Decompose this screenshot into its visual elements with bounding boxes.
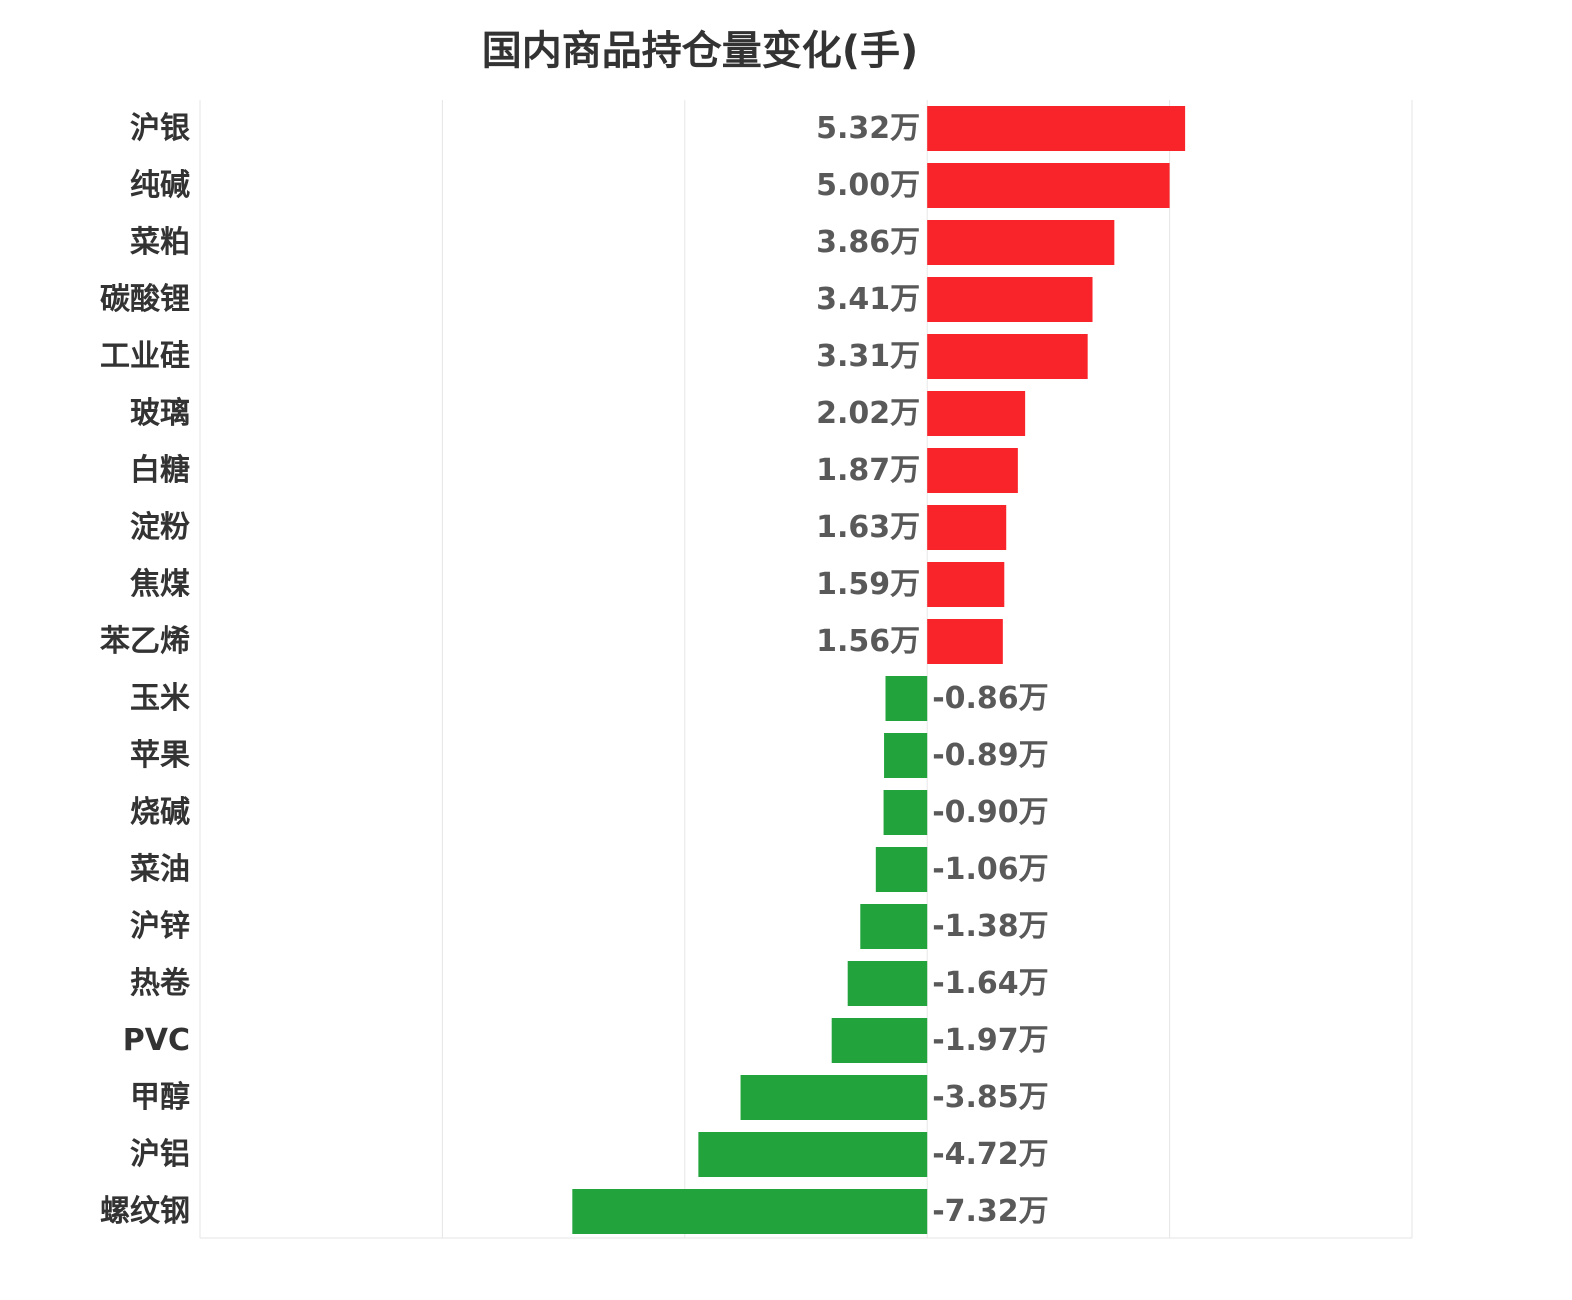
bar — [927, 619, 1003, 664]
category-label: 焦煤 — [130, 567, 190, 602]
category-label: 沪银 — [130, 111, 190, 146]
data-label: -3.85万 — [932, 1080, 1048, 1115]
category-label: 淀粉 — [130, 510, 190, 545]
data-label: -1.06万 — [932, 852, 1048, 887]
data-label: -0.86万 — [932, 681, 1048, 716]
bar — [885, 676, 928, 721]
bar — [572, 1189, 928, 1234]
category-label: 苯乙烯 — [100, 624, 190, 659]
grid-lines — [199, 100, 1413, 1239]
data-label: 3.41万 — [816, 282, 920, 317]
bar — [875, 847, 928, 892]
data-label: -0.89万 — [932, 738, 1048, 773]
bar — [927, 106, 1186, 151]
category-label: 碳酸锂 — [100, 282, 190, 317]
bar — [927, 163, 1170, 208]
category-label: 螺纹钢 — [100, 1194, 190, 1229]
category-label: 玻璃 — [130, 396, 190, 431]
data-label: -4.72万 — [932, 1137, 1048, 1172]
category-label: 玉米 — [130, 681, 190, 716]
category-label: 沪锌 — [130, 909, 190, 944]
bar — [927, 220, 1115, 265]
data-label: 1.63万 — [816, 510, 920, 545]
data-label: 1.56万 — [816, 624, 920, 659]
category-label: 工业硅 — [100, 339, 190, 374]
category-label: 沪铝 — [130, 1137, 190, 1172]
data-label: 3.86万 — [816, 225, 920, 260]
data-label: 1.87万 — [816, 453, 920, 488]
category-label: 烧碱 — [130, 795, 190, 830]
data-label: 1.59万 — [816, 567, 920, 602]
data-label: -1.64万 — [932, 966, 1048, 1001]
data-label: -7.32万 — [932, 1194, 1048, 1229]
data-label: 2.02万 — [816, 396, 920, 431]
bar — [927, 505, 1007, 550]
bar — [927, 562, 1005, 607]
bar — [883, 790, 928, 835]
bar — [884, 733, 928, 778]
data-label: 5.00万 — [816, 168, 920, 203]
bar — [831, 1018, 928, 1063]
category-label: 热卷 — [130, 966, 191, 1001]
bar — [860, 904, 928, 949]
chart-title: 国内商品持仓量变化(手) — [481, 28, 919, 74]
category-label: 菜粕 — [130, 225, 190, 260]
data-label: -1.97万 — [932, 1023, 1048, 1058]
data-label: 3.31万 — [816, 339, 920, 374]
data-label: -0.90万 — [932, 795, 1048, 830]
category-label: 菜油 — [130, 852, 190, 887]
bar — [927, 391, 1026, 436]
data-label: 5.32万 — [816, 111, 920, 146]
bar — [698, 1132, 928, 1177]
category-label: 白糖 — [130, 453, 190, 488]
bar — [927, 448, 1018, 493]
category-label: 纯碱 — [130, 168, 190, 203]
bar — [927, 334, 1088, 379]
category-label: 苹果 — [130, 738, 190, 773]
bar — [847, 961, 928, 1006]
bar — [927, 277, 1093, 322]
category-label: 甲醇 — [130, 1080, 190, 1115]
category-label: PVC — [123, 1023, 190, 1058]
bar — [740, 1075, 928, 1120]
bars — [572, 106, 1186, 1234]
data-label: -1.38万 — [932, 909, 1048, 944]
